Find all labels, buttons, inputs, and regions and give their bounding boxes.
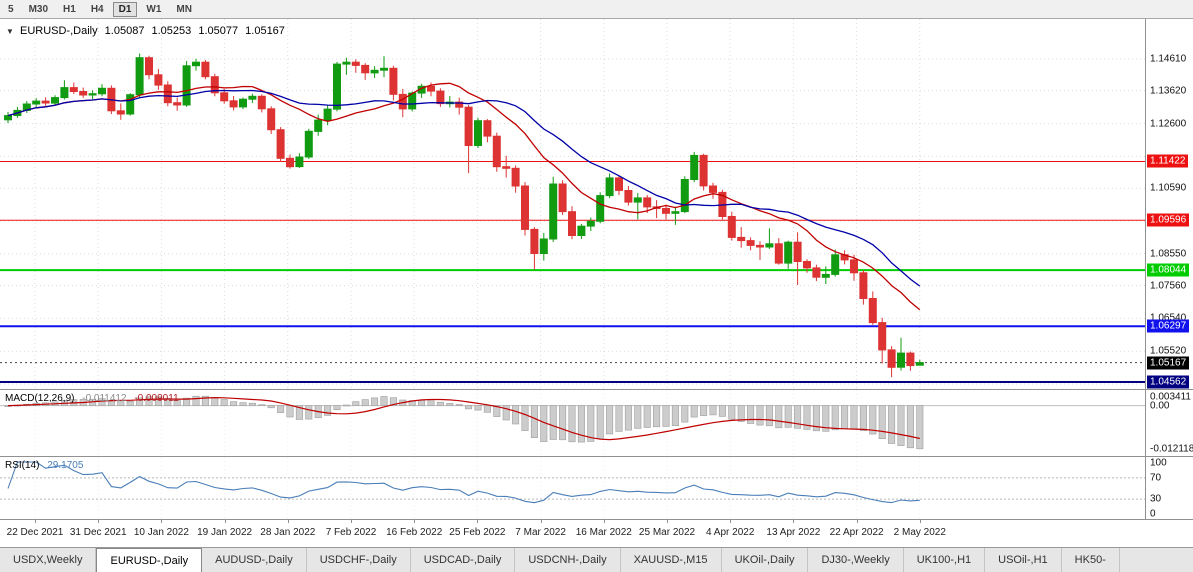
timeframe-button-d1[interactable]: D1 xyxy=(112,1,138,17)
rsi-panel: RSI(14) 29.1705 100 70 30 0 xyxy=(0,456,1193,520)
y-axis-label: 1.14610 xyxy=(1150,53,1187,65)
y-axis-label: 1.13620 xyxy=(1150,85,1187,97)
rsi-axis-0: 0 xyxy=(1150,508,1156,520)
price-panel: ▼ EURUSD-,Daily 1.05087 1.05253 1.05077 … xyxy=(0,19,1193,389)
y-axis-label: 1.05520 xyxy=(1150,345,1187,357)
rsi-axis: 100 70 30 0 xyxy=(1145,457,1193,520)
time-tick xyxy=(730,520,732,523)
time-tick xyxy=(540,520,542,523)
y-axis-label: 1.06540 xyxy=(1150,312,1187,324)
time-tick xyxy=(793,520,795,523)
macd-axis-max: 0.003411 xyxy=(1150,391,1191,403)
rsi-canvas[interactable] xyxy=(0,457,1145,519)
date-label: 22 Dec 2021 xyxy=(6,527,64,538)
timeframe-button-w1[interactable]: W1 xyxy=(146,3,162,15)
timeframe-button-m30[interactable]: M30 xyxy=(28,3,49,15)
date-label: 16 Mar 2022 xyxy=(575,527,632,538)
y-axis-label: 1.10590 xyxy=(1150,182,1187,194)
time-tick xyxy=(161,520,163,523)
hline-price-label: 1.09596 xyxy=(1147,213,1190,227)
current-price-label: 1.05167 xyxy=(1147,356,1190,370)
timeframe-button-5[interactable]: 5 xyxy=(8,3,14,15)
macd-axis-zero: 0.00 xyxy=(1150,400,1170,412)
timeframe-button-h4[interactable]: H4 xyxy=(90,3,104,15)
time-tick xyxy=(414,520,416,523)
hline-price-label: 1.04562 xyxy=(1147,375,1190,389)
hline-price-label: 1.11422 xyxy=(1147,154,1189,168)
y-axis-label: 1.07560 xyxy=(1150,280,1187,292)
time-tick xyxy=(35,520,36,523)
rsi-axis-70: 70 xyxy=(1150,472,1162,484)
time-tick xyxy=(667,520,668,523)
y-axis-label: 1.08550 xyxy=(1150,248,1187,260)
date-label: 25 Mar 2022 xyxy=(638,527,696,538)
macd-axis-min: -0.012118 xyxy=(1150,443,1193,455)
y-axis-label: 1.12600 xyxy=(1150,118,1187,130)
tab-usdx-weekly[interactable]: USDX,Weekly xyxy=(0,548,97,572)
date-label: 7 Mar 2022 xyxy=(515,527,566,538)
tab-usoil-h1[interactable]: USOil-,H1 xyxy=(985,548,1062,572)
tab-usdcnh-daily[interactable]: USDCNH-,Daily xyxy=(515,548,621,572)
date-label: 10 Jan 2022 xyxy=(133,527,189,538)
date-label: 7 Feb 2022 xyxy=(325,527,377,538)
date-label: 16 Feb 2022 xyxy=(386,527,443,538)
timeframe-button-mn[interactable]: MN xyxy=(176,3,192,15)
tab-uk100-h1[interactable]: UK100-,H1 xyxy=(904,548,986,572)
time-tick xyxy=(351,520,352,523)
date-label: 13 Apr 2022 xyxy=(766,527,821,538)
macd-canvas[interactable] xyxy=(0,390,1145,456)
tab-usdcad-daily[interactable]: USDCAD-,Daily xyxy=(411,548,516,572)
date-label: 19 Jan 2022 xyxy=(197,527,253,538)
price-axis: 1.14610 1.13620 1.12600 1.10590 1.08550 1.075… xyxy=(1145,19,1193,389)
macd-panel: MACD(12,26,9) -0.011412 -0.009011 0.0034… xyxy=(0,389,1193,456)
time-tick xyxy=(919,520,921,523)
date-label: 25 Feb 2022 xyxy=(449,527,506,538)
time-tick xyxy=(603,520,605,523)
tab-eurusd-daily[interactable]: EURUSD-,Daily xyxy=(96,548,203,572)
timeframe-toolbar: 5 M30 H1 H4 D1 W1 MN xyxy=(0,0,1193,19)
chart-window: ▼ EURUSD-,Daily 1.05087 1.05253 1.05077 … xyxy=(0,19,1193,547)
chart-tabs: USDX,Weekly EURUSD-,Daily AUDUSD-,Daily USD… xyxy=(0,547,1193,572)
time-tick xyxy=(856,520,858,523)
tab-usdchf-daily[interactable]: USDCHF-,Daily xyxy=(307,548,411,572)
tab-xauusd-m15[interactable]: XAUUSD-,M15 xyxy=(621,548,722,572)
time-tick xyxy=(98,520,100,523)
date-label: 4 Apr 2022 xyxy=(706,527,755,538)
date-label: 22 Apr 2022 xyxy=(829,527,884,538)
date-label: 31 Dec 2021 xyxy=(69,527,127,538)
tab-dj30-weekly[interactable]: DJ30-,Weekly xyxy=(808,548,904,572)
time-axis: 22 Dec 2021 31 Dec 2021 10 Jan 2022 19 Jan … xyxy=(0,519,1193,547)
tab-audusd-daily[interactable]: AUDUSD-,Daily xyxy=(202,548,307,572)
hline-price-label: 1.06297 xyxy=(1147,319,1190,333)
hline-price-label: 1.08044 xyxy=(1147,263,1190,277)
rsi-axis-30: 30 xyxy=(1150,493,1162,505)
timeframe-button-h1[interactable]: H1 xyxy=(63,3,76,15)
main-chart-canvas[interactable] xyxy=(0,19,1145,389)
time-tick xyxy=(477,520,479,523)
date-label: 2 May 2022 xyxy=(893,527,946,538)
macd-axis: 0.003411 0.00 -0.012118 xyxy=(1145,390,1193,456)
date-label: 28 Jan 2022 xyxy=(260,527,316,538)
time-tick xyxy=(224,520,226,523)
tab-hk50[interactable]: HK50- xyxy=(1062,548,1120,572)
rsi-axis-100: 100 xyxy=(1150,457,1167,469)
time-tick xyxy=(287,520,289,523)
tab-ukoil-daily[interactable]: UKOil-,Daily xyxy=(722,548,809,572)
